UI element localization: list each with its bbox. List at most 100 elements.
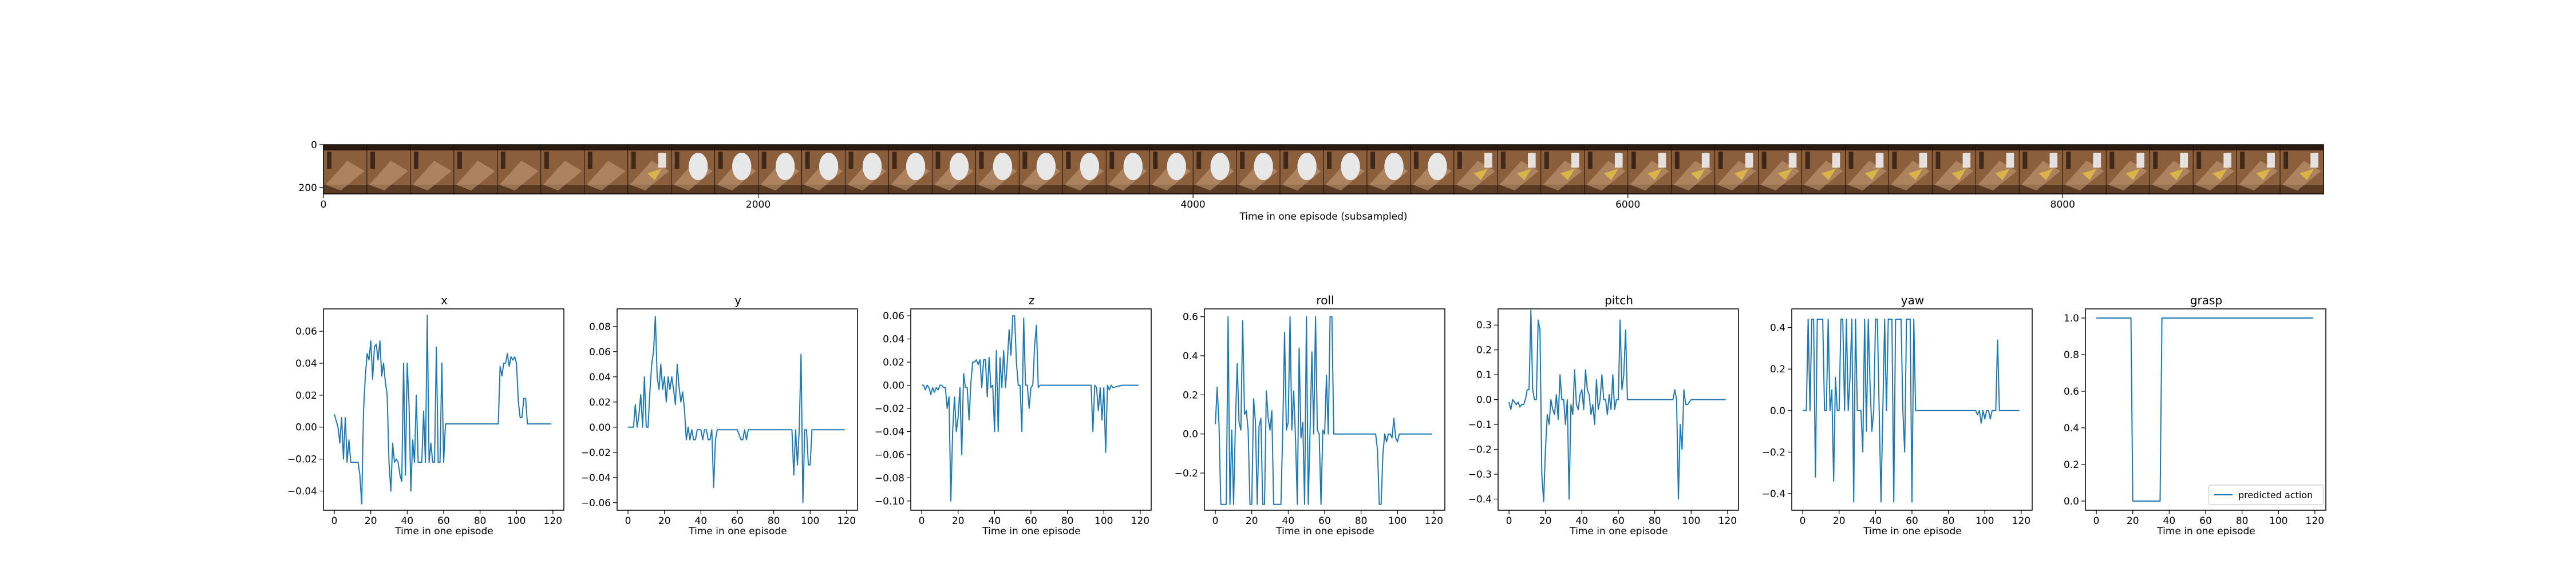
- frame-white-object: [2180, 153, 2188, 168]
- frame-top-shadow: [1062, 145, 1107, 150]
- frame-gripper: [1109, 152, 1115, 169]
- frame-gripper: [2109, 152, 2115, 169]
- y-tick-label: −0.06: [875, 450, 904, 461]
- frame-top-shadow: [1540, 145, 1585, 150]
- strip-frame: [975, 145, 1020, 194]
- strip-frame: [1366, 145, 1411, 194]
- strip-frame: [1671, 145, 1716, 194]
- strip-frame: [1801, 145, 1846, 194]
- frame-white-object: [1701, 153, 1710, 168]
- frame-table-surface: [412, 161, 452, 190]
- strip-frame: [1714, 145, 1759, 194]
- frame-top-shadow: [2063, 145, 2107, 150]
- series-line: [1215, 316, 1432, 505]
- series-line: [922, 315, 1139, 502]
- frame-gripper: [1761, 152, 1767, 169]
- frame-white-object: [2136, 153, 2145, 168]
- series-line: [2096, 317, 2313, 502]
- frame-yellow-object: [2212, 169, 2227, 180]
- x-tick-label: 40: [401, 515, 414, 527]
- x-tick-label: 20: [658, 515, 671, 527]
- strip-frame: [2149, 145, 2194, 194]
- frame-table-surface: [543, 161, 582, 190]
- frame-top-shadow: [975, 145, 1020, 150]
- y-tick-label: −0.02: [875, 403, 904, 415]
- frame-yellow-object: [1864, 169, 1879, 180]
- y-tick-label: 0.2: [2064, 459, 2079, 471]
- frame-yellow-object: [1690, 169, 1705, 180]
- frame-gripper: [1066, 152, 1071, 169]
- frame-table-surface: [1586, 161, 1626, 190]
- frame-top-shadow: [2019, 145, 2063, 150]
- frame-gripper: [544, 152, 549, 169]
- strip-frame: [1844, 145, 1889, 194]
- frame-top-shadow: [2106, 145, 2150, 150]
- x-tick-label: 120: [2306, 515, 2324, 527]
- y-tick-label: 0.0: [1476, 395, 1492, 406]
- axes-frame: [2085, 308, 2326, 511]
- frame-gripper: [761, 152, 767, 169]
- x-tick-label: 40: [1282, 515, 1295, 527]
- y-tick-label: 0.02: [295, 390, 317, 402]
- y-tick-label: 0.04: [295, 358, 317, 370]
- frame-table-surface: [499, 161, 539, 190]
- x-tick-label: 2000: [746, 199, 771, 210]
- x-tick-label: 60: [1025, 515, 1037, 527]
- y-tick-label: −0.2: [1468, 444, 1492, 456]
- frame-white-object: [1384, 153, 1404, 180]
- y-tick-label: 0.2: [1770, 364, 1785, 375]
- frame-top-shadow: [1410, 145, 1455, 150]
- frame-gripper: [413, 152, 418, 169]
- frame-gripper: [979, 152, 984, 169]
- y-tick-label: 0.6: [1183, 312, 1198, 323]
- frame-yellow-object: [2082, 169, 2097, 180]
- strip-frame: [1410, 145, 1455, 194]
- y-tick-label: 0.00: [295, 422, 317, 434]
- strip-frame: [1323, 145, 1368, 194]
- panel-yaw: yaw Time in one episode 0 20 40 60 80 100 120 −…: [1762, 293, 2033, 537]
- panel-yaw-title: yaw: [1901, 293, 1924, 307]
- strip-frame: [1279, 145, 1324, 194]
- x-tick-label: 0: [1506, 515, 1512, 527]
- x-tick-label: 0: [1800, 515, 1806, 527]
- frame-white-object: [2267, 153, 2275, 168]
- frame-yellow-object: [1995, 169, 2010, 180]
- panel-pitch-title: pitch: [1605, 293, 1633, 307]
- series-line: [334, 315, 551, 505]
- frame-white-object: [1210, 153, 1230, 180]
- frame-gripper: [2066, 152, 2071, 169]
- frame-top-shadow: [1976, 145, 2020, 150]
- strip-frame: [366, 145, 411, 194]
- frame-top-shadow: [453, 145, 498, 150]
- strip-frame: [2236, 145, 2281, 194]
- frame-top-shadow: [845, 145, 889, 150]
- panel-y-title: y: [734, 293, 741, 307]
- y-tick-label: −0.4: [1468, 494, 1492, 505]
- strip-frame: [1105, 145, 1150, 194]
- frame-yellow-object: [2169, 169, 2184, 180]
- x-tick-label: 80: [474, 515, 487, 527]
- frame-top-shadow: [1366, 145, 1411, 150]
- frame-white-object: [1080, 153, 1100, 180]
- frame-white-object: [2310, 153, 2318, 168]
- strip-frame: [888, 145, 933, 194]
- frame-yellow-object: [1517, 169, 1532, 180]
- x-tick-label: 0: [919, 515, 925, 527]
- panel-z: z Time in one episode 0 20 40 60 80 100 120 −0.…: [875, 293, 1152, 537]
- x-tick-label: 120: [1131, 515, 1149, 527]
- strip-frame: [1758, 145, 1803, 194]
- x-tick-label: 40: [695, 515, 708, 527]
- x-tick-label: 60: [1318, 515, 1331, 527]
- strip-frame: [2105, 145, 2150, 194]
- y-tick-label: 0.00: [883, 380, 904, 392]
- axes-frame: [617, 308, 858, 511]
- frame-white-object: [1658, 153, 1666, 168]
- frame-table-surface: [2065, 161, 2104, 190]
- y-tick-label: 0.3: [1476, 320, 1492, 331]
- frame-top-shadow: [758, 145, 803, 150]
- frame-top-shadow: [1714, 145, 1759, 150]
- frame-gripper: [935, 152, 941, 169]
- frame-white-object: [1254, 153, 1273, 180]
- frame-gripper: [1979, 152, 1984, 169]
